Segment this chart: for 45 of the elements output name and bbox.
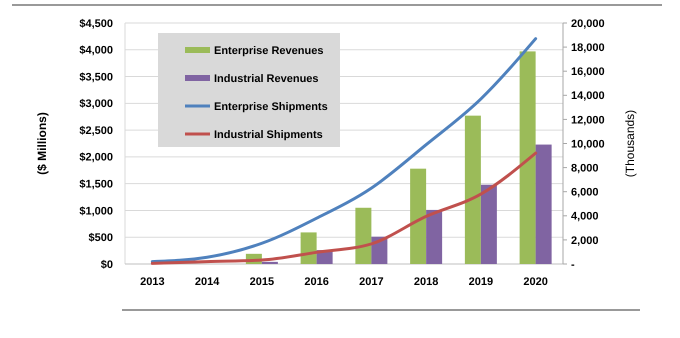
y2-tick-label: 20,000 (571, 18, 605, 30)
x-tick-label: 2013 (140, 276, 165, 288)
y-tick-label: $3,500 (79, 71, 113, 84)
line-series (150, 152, 538, 265)
y-tick-label: $2,000 (79, 152, 113, 164)
bar (520, 51, 536, 264)
y-tick-label: $1,500 (79, 178, 113, 191)
bar (464, 116, 481, 264)
y2-axis-title: (Thousands) (623, 110, 637, 178)
x-tick-label: 2018 (414, 276, 438, 288)
y-axis-title: ($ Millions) (35, 112, 49, 175)
bar (355, 208, 372, 264)
y-tick-label: $2,500 (79, 124, 113, 137)
y2-tick-label: - (571, 258, 575, 271)
y2-tick-label: 12,000 (571, 114, 605, 126)
y2-tick-label: 6,000 (571, 186, 599, 199)
y2-tick-label: 14,000 (571, 90, 605, 102)
bar (300, 232, 317, 264)
legend-label: Industrial Shipments (214, 128, 323, 141)
x-tick-label: 2019 (468, 276, 494, 288)
x-tick-label: 2020 (523, 276, 548, 288)
y-tick-label: $0 (100, 258, 113, 271)
y-tick-label: $3,000 (79, 98, 113, 110)
bar (536, 144, 552, 264)
line-series (150, 37, 538, 264)
y2-tick-label: 8,000 (571, 162, 599, 174)
y-tick-label: $500 (88, 232, 113, 244)
legend-label: Enterprise Revenues (214, 44, 324, 57)
y2-tick-label: 16,000 (571, 66, 605, 78)
y-tick-label: $1,000 (79, 205, 113, 218)
y2-tick-label: 10,000 (571, 138, 605, 150)
y2-tick-label: 4,000 (571, 210, 599, 223)
bar (480, 184, 497, 264)
legend-label: Enterprise Shipments (214, 100, 328, 113)
x-tick-label: 2014 (194, 276, 220, 288)
y-tick-label: $4,000 (79, 44, 113, 57)
y2-tick-label: 18,000 (571, 42, 605, 54)
bar (410, 168, 426, 264)
x-tick-label: 2015 (250, 276, 274, 288)
y-tick-label: $4,500 (79, 18, 113, 30)
x-tick-label: 2017 (359, 276, 384, 288)
legend-label: Industrial Revenues (214, 72, 319, 85)
x-tick-label: 2016 (304, 276, 329, 288)
y2-tick-label: 2,000 (571, 234, 599, 247)
bar (426, 210, 442, 264)
